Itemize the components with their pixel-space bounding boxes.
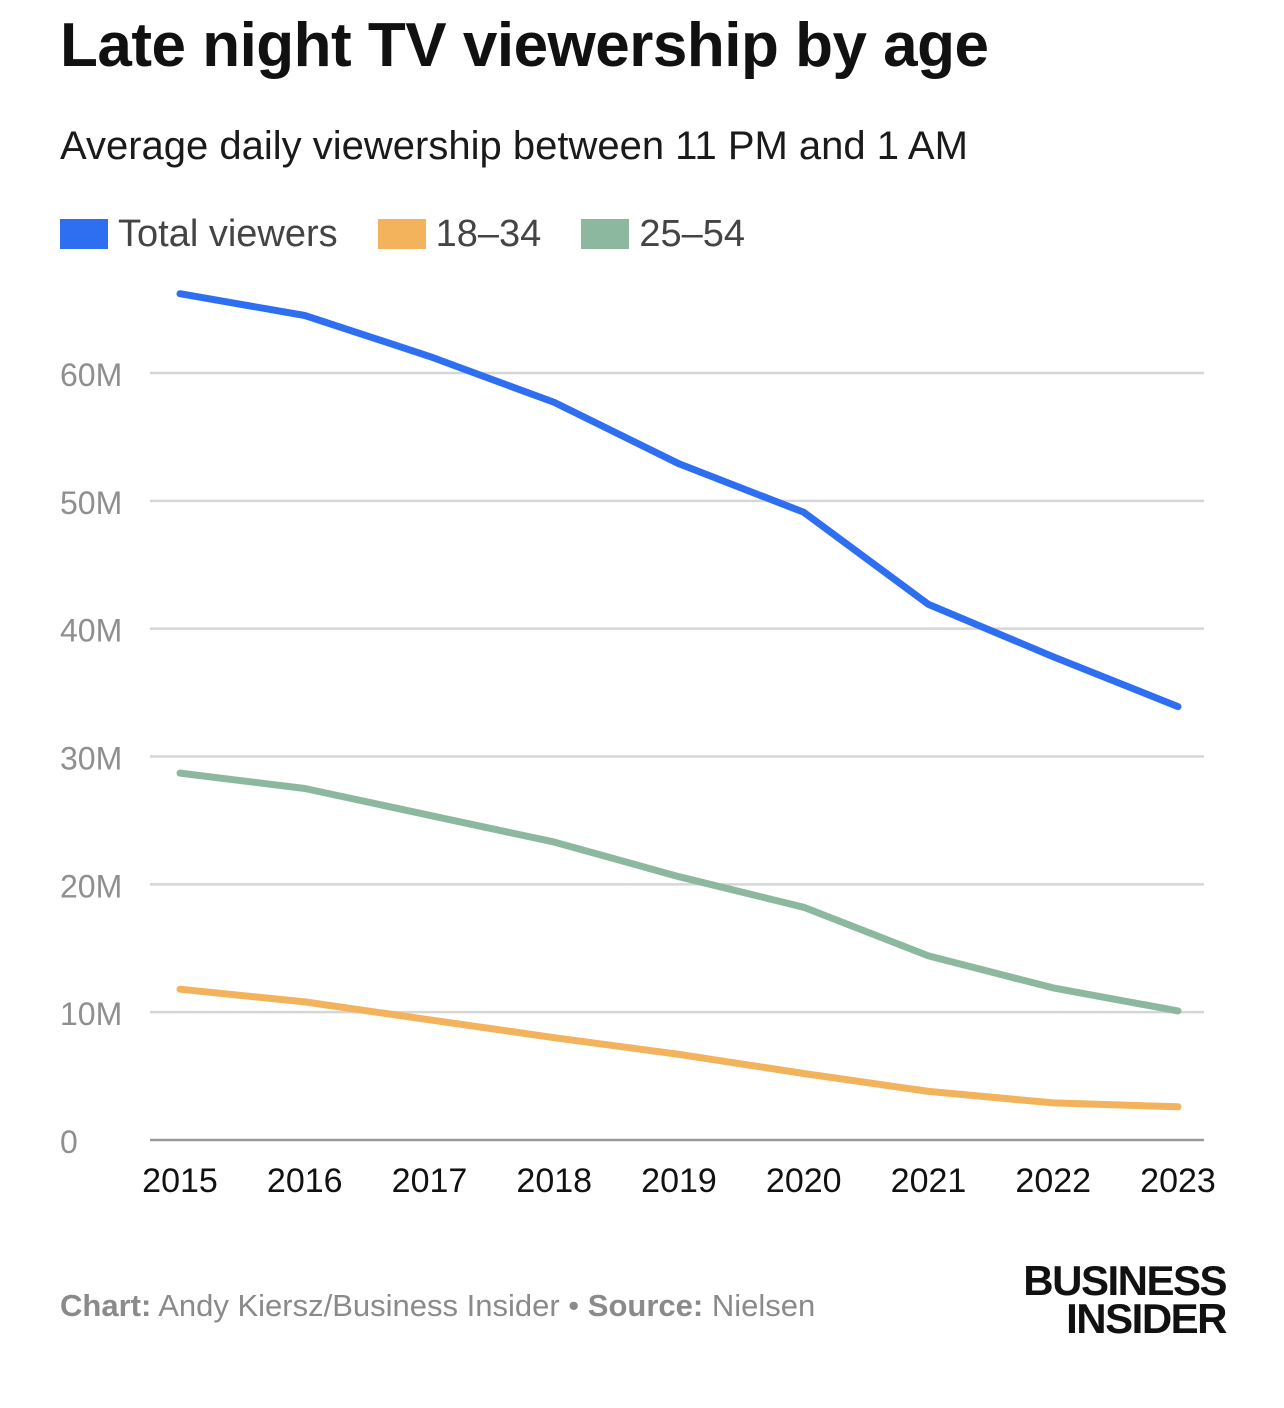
legend-label: Total viewers: [118, 212, 338, 255]
y-tick-label: 20M: [60, 868, 122, 904]
x-tick-label: 2023: [1140, 1162, 1216, 1200]
source-value: Nielsen: [711, 1288, 816, 1323]
y-tick-label: 10M: [60, 996, 122, 1032]
chart-title: Late night TV viewership by age: [60, 11, 989, 80]
y-tick-label: 30M: [60, 741, 122, 777]
x-tick-label: 2016: [267, 1162, 343, 1200]
x-tick-label: 2015: [142, 1162, 218, 1200]
x-tick-label: 2017: [392, 1162, 468, 1200]
x-tick-label: 2020: [766, 1162, 842, 1200]
legend: Total viewers 18–34 25–54: [60, 211, 785, 257]
series-line-25-54: [176, 769, 1182, 1015]
y-tick-label: 60M: [60, 357, 122, 393]
footer-separator: •: [568, 1288, 580, 1323]
legend-item-18-34: 18–34: [377, 212, 542, 256]
legend-item-25-54: 25–54: [581, 213, 745, 256]
series-line-total-viewers: [176, 290, 1182, 711]
x-tick-label: 2018: [516, 1162, 592, 1200]
legend-label: 25–54: [639, 212, 745, 255]
legend-label: 18–34: [435, 212, 542, 255]
legend-swatch: [581, 219, 630, 249]
business-insider-logo: BUSINESS INSIDER: [1002, 1257, 1227, 1342]
chart-credit-label: Chart:: [60, 1288, 152, 1323]
legend-item-total-viewers: Total viewers: [60, 213, 338, 256]
y-tick-label: 40M: [60, 613, 122, 649]
legend-swatch: [60, 219, 108, 249]
series-line-18-34: [176, 985, 1182, 1111]
chart-credit-value: Andy Kiersz/Business Insider: [158, 1288, 560, 1323]
logo-line-1: BUSINESS: [1023, 1257, 1227, 1304]
footer-credits: Chart: Andy Kiersz/Business Insider • So…: [60, 1288, 815, 1324]
source-label: Source:: [587, 1288, 704, 1323]
x-tick-label: 2022: [1015, 1162, 1091, 1200]
x-tick-label: 2021: [891, 1162, 967, 1200]
y-tick-label: 50M: [60, 485, 122, 521]
legend-swatch: [377, 219, 426, 249]
chart-subtitle: Average daily viewership between 11 PM a…: [60, 124, 968, 168]
x-tick-label: 2019: [641, 1162, 717, 1200]
y-tick-label: 0: [60, 1124, 78, 1160]
logo-line-2: INSIDER: [1066, 1295, 1227, 1342]
